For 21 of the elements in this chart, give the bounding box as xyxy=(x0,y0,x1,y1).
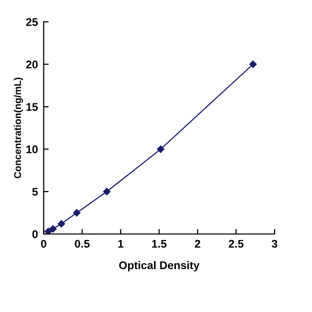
x-tick-label: 1 xyxy=(118,240,124,248)
x-axis-title: Optical Density xyxy=(119,261,200,272)
point xyxy=(73,209,80,216)
y-axis-title: Concentration(ng/mL) xyxy=(14,78,23,178)
x-tick-label: 2.5 xyxy=(228,240,244,248)
x-tick-label: 3 xyxy=(272,240,278,248)
x-tick-label: 1.5 xyxy=(152,240,167,248)
y-tick-label: 10 xyxy=(26,145,38,154)
point xyxy=(58,220,66,228)
y-tick-label: 15 xyxy=(26,103,38,111)
y-tick-label: 20 xyxy=(26,60,38,68)
x-tick-label: 0 xyxy=(41,240,46,248)
point xyxy=(103,188,110,196)
y-tick-label: 25 xyxy=(26,18,38,26)
y-tick-label: 5 xyxy=(32,188,38,196)
point xyxy=(157,145,164,153)
point xyxy=(249,60,257,68)
point xyxy=(49,225,57,233)
y-tick-label: 0 xyxy=(32,230,38,238)
x-tick-label: 0.5 xyxy=(74,240,90,248)
x-tick-label: 2 xyxy=(194,240,200,248)
